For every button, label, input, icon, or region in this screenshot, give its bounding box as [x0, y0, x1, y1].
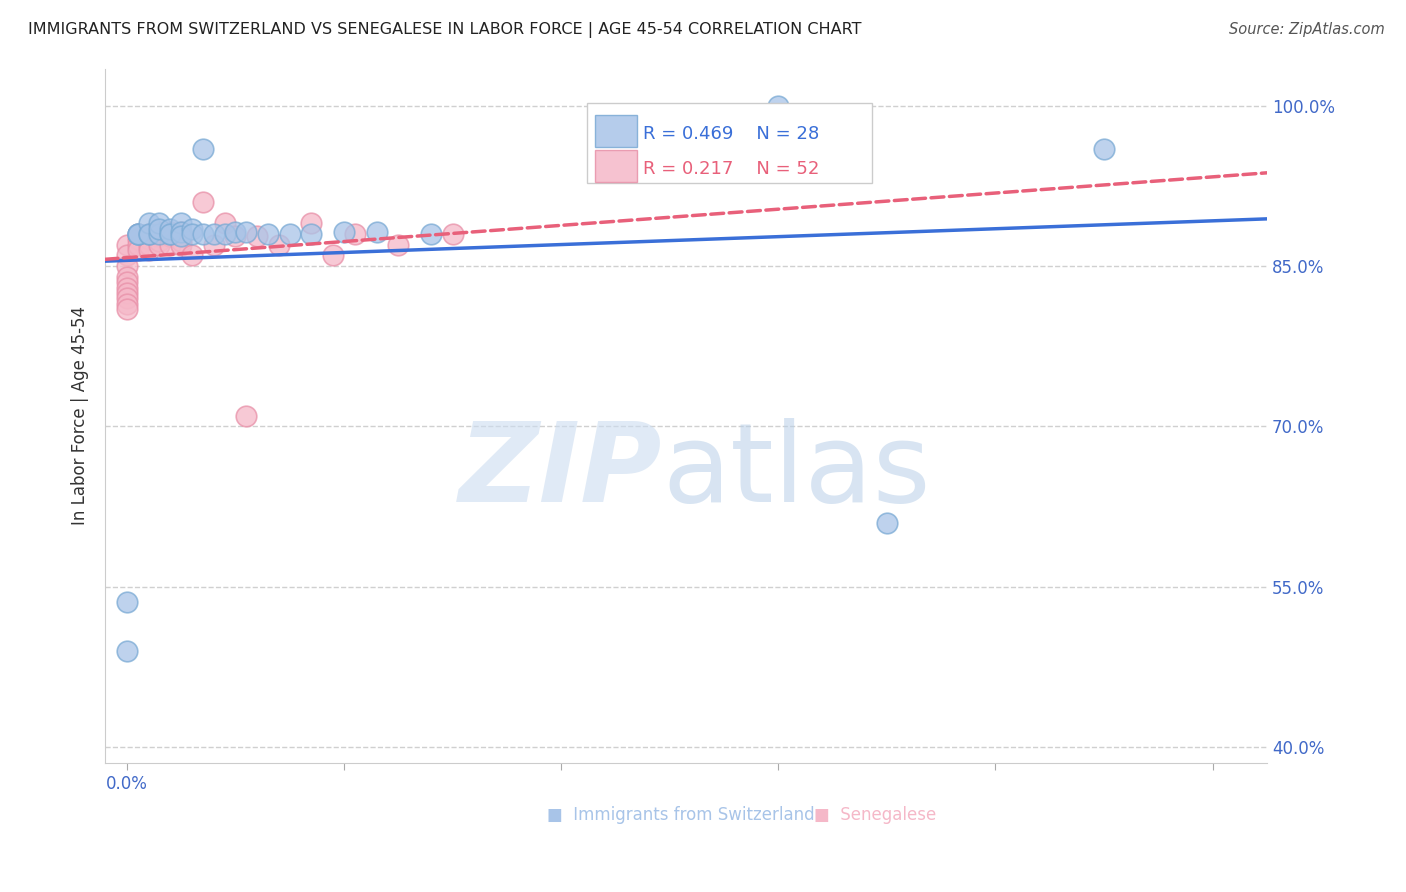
Point	[115, 296, 138, 310]
Point	[214, 216, 236, 230]
Point	[127, 227, 149, 241]
Point	[170, 225, 193, 239]
Point	[301, 227, 323, 241]
Point	[148, 216, 170, 230]
Point	[366, 225, 388, 239]
Point	[214, 227, 236, 241]
Point	[202, 227, 225, 241]
Point	[138, 227, 160, 241]
Point	[191, 227, 214, 241]
Point	[170, 237, 193, 252]
Point	[159, 221, 181, 235]
Text: ■  Immigrants from Switzerland: ■ Immigrants from Switzerland	[547, 806, 814, 824]
Point	[181, 221, 204, 235]
Point	[148, 221, 170, 235]
Point	[148, 237, 170, 252]
Point	[159, 225, 181, 239]
Point	[127, 227, 149, 241]
Point	[127, 232, 149, 246]
Point	[181, 248, 204, 262]
Point	[768, 99, 790, 113]
Point	[115, 275, 138, 289]
Point	[115, 237, 138, 252]
Point	[419, 227, 441, 241]
Point	[115, 301, 138, 316]
Point	[115, 594, 138, 608]
Y-axis label: In Labor Force | Age 45-54: In Labor Force | Age 45-54	[72, 306, 89, 525]
Point	[224, 225, 246, 239]
Point	[235, 409, 257, 423]
Point	[115, 280, 138, 294]
Point	[257, 227, 280, 241]
Point	[138, 243, 160, 257]
Point	[115, 644, 138, 658]
Point	[170, 234, 193, 248]
Text: R = 0.469    N = 28: R = 0.469 N = 28	[643, 125, 820, 143]
Point	[127, 243, 149, 257]
Text: atlas: atlas	[662, 417, 931, 524]
Point	[322, 248, 344, 262]
Point	[343, 227, 366, 241]
Point	[191, 195, 214, 210]
FancyBboxPatch shape	[596, 115, 637, 147]
Point	[138, 227, 160, 241]
FancyBboxPatch shape	[596, 150, 637, 182]
Point	[333, 225, 356, 239]
Text: IMMIGRANTS FROM SWITZERLAND VS SENEGALESE IN LABOR FORCE | AGE 45-54 CORRELATION: IMMIGRANTS FROM SWITZERLAND VS SENEGALES…	[28, 22, 862, 38]
Point	[246, 229, 269, 244]
Point	[170, 229, 193, 244]
Point	[148, 234, 170, 248]
Point	[148, 229, 170, 244]
Point	[115, 291, 138, 305]
Text: R = 0.217    N = 52: R = 0.217 N = 52	[643, 160, 820, 178]
Point	[224, 229, 246, 244]
Point	[159, 227, 181, 241]
Point	[159, 229, 181, 244]
Point	[159, 237, 181, 252]
Point	[202, 237, 225, 252]
Text: Source: ZipAtlas.com: Source: ZipAtlas.com	[1229, 22, 1385, 37]
Point	[1092, 142, 1115, 156]
FancyBboxPatch shape	[588, 103, 872, 183]
Point	[138, 216, 160, 230]
Point	[441, 227, 464, 241]
Point	[115, 248, 138, 262]
Point	[115, 259, 138, 273]
Point	[267, 237, 290, 252]
Point	[127, 227, 149, 241]
Point	[170, 216, 193, 230]
Point	[138, 232, 160, 246]
Point	[159, 227, 181, 241]
Point	[115, 269, 138, 284]
Point	[278, 227, 301, 241]
Point	[148, 227, 170, 241]
Point	[235, 225, 257, 239]
Point	[387, 237, 409, 252]
Point	[138, 237, 160, 252]
Point	[876, 516, 898, 530]
Point	[127, 237, 149, 252]
Point	[127, 227, 149, 241]
Point	[148, 225, 170, 239]
Text: ZIP: ZIP	[460, 417, 662, 524]
Point	[301, 216, 323, 230]
Text: ■  Senegalese: ■ Senegalese	[814, 806, 936, 824]
Point	[170, 225, 193, 239]
Point	[181, 227, 204, 241]
Point	[138, 227, 160, 241]
Point	[170, 229, 193, 244]
Point	[191, 142, 214, 156]
Point	[115, 285, 138, 300]
